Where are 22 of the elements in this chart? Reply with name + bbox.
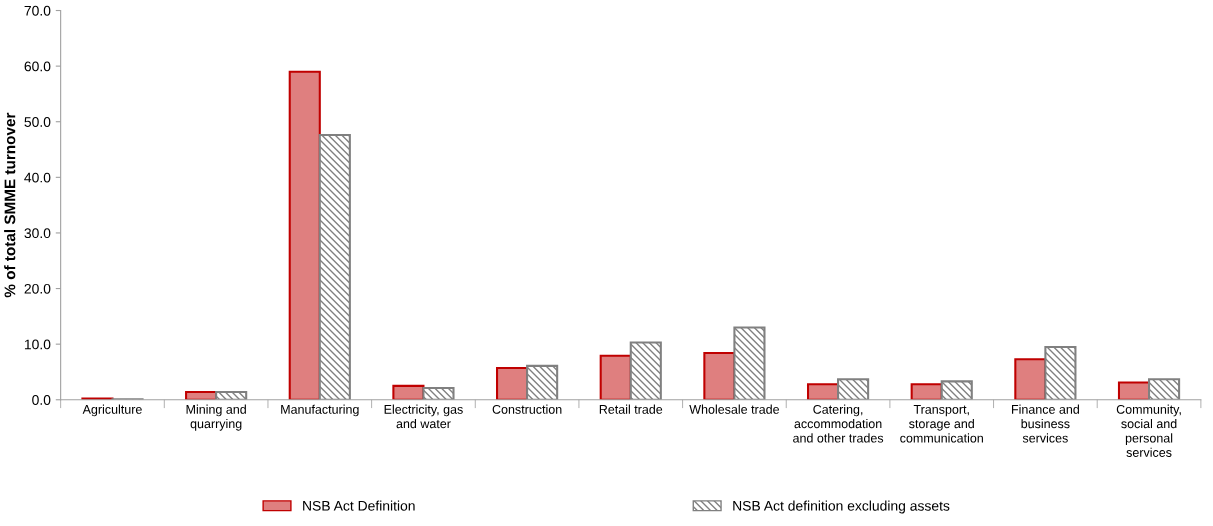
x-tick-label: Construction: [492, 404, 562, 414]
x-tick-label: Manufacturing: [281, 404, 359, 417]
y-tick-label: 60.0: [24, 61, 51, 72]
legend-label: NSB Act Definition: [303, 500, 415, 511]
y-tick-label: 50.0: [24, 117, 51, 127]
y-tick-label: 10.0: [24, 339, 51, 350]
x-tick-label: Transport, storage and communication: [900, 405, 983, 443]
y-tick-label: 0.0: [32, 395, 51, 405]
x-tick-label: Wholesale trade: [689, 404, 780, 414]
y-tick-label: 40.0: [24, 172, 51, 183]
y-axis-title: % of total SMME turnover: [4, 112, 16, 298]
x-tick-label: Community, social and personal services: [1116, 404, 1181, 457]
x-tick-label: Agriculture: [82, 404, 142, 417]
x-tick-label: Finance and business services: [1012, 404, 1079, 443]
y-tick-label: 20.0: [24, 283, 51, 294]
x-tick-label: Retail trade: [599, 404, 663, 414]
y-tick-label: 70.0: [24, 5, 51, 16]
y-tick-label: 30.0: [24, 228, 51, 239]
x-tick-label: Catering, accommodation and other trades: [793, 404, 884, 443]
x-tick-label: Electricity, gas and water: [384, 404, 463, 429]
legend-label: NSB Act definition excluding assets: [733, 500, 950, 514]
x-tick-label: Mining and quarrying: [186, 404, 246, 431]
